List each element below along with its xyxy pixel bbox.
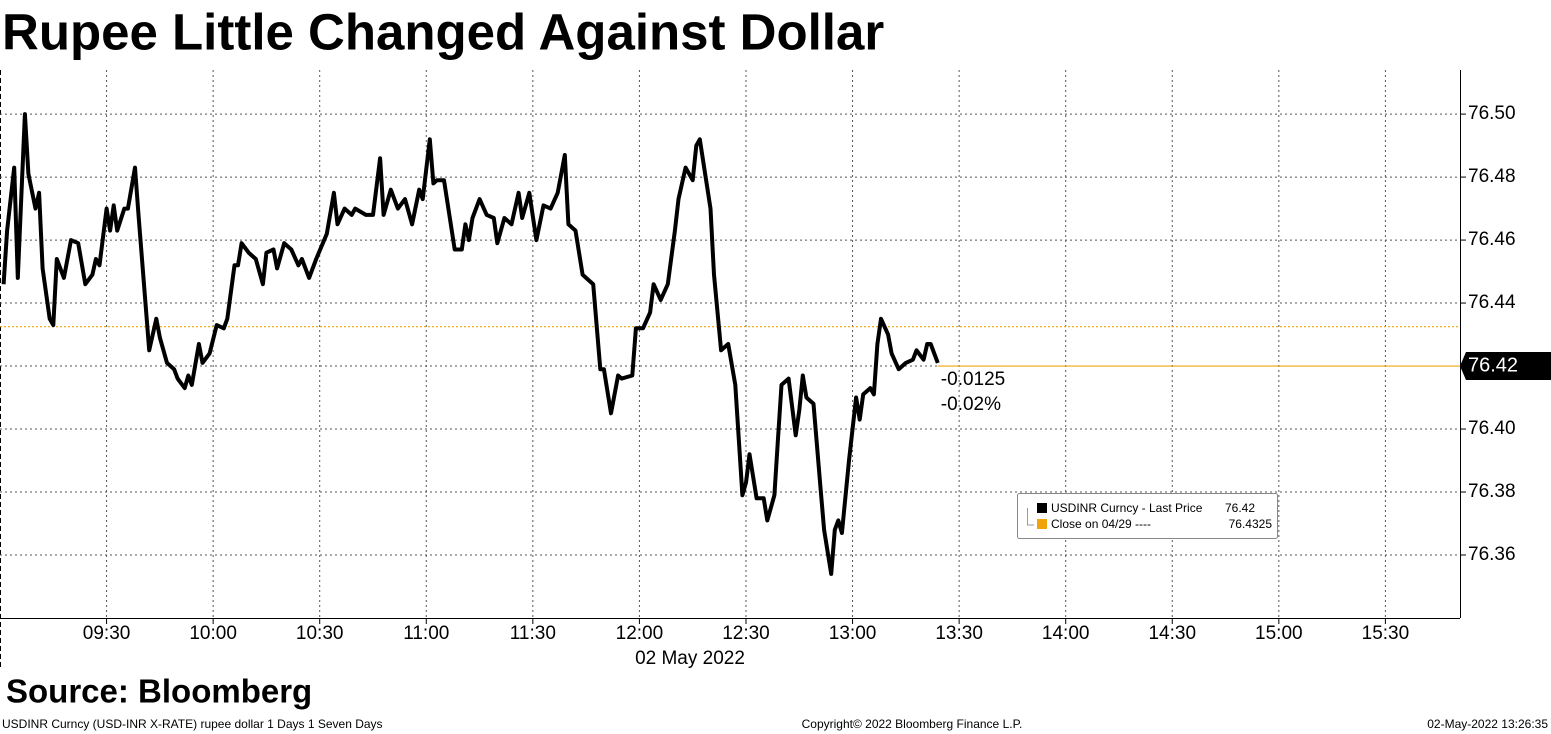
- legend-tree: [1027, 508, 1034, 526]
- legend-box: [1017, 493, 1278, 539]
- x-tick-label: 11:00: [403, 623, 449, 644]
- x-tick-label: 13:00: [829, 623, 877, 644]
- x-tick-label: 10:30: [296, 623, 344, 644]
- x-tick-label: 12:30: [722, 623, 770, 644]
- last-price-label: 76.42: [1468, 354, 1518, 376]
- y-tick-label: 76.38: [1468, 481, 1516, 502]
- y-tick-label: 76.40: [1468, 418, 1516, 439]
- x-tick-label: 15:30: [1362, 623, 1410, 644]
- footer-left: USDINR Curncy (USD-INR X-RATE) rupee dol…: [2, 717, 383, 731]
- change-label: -0.0125: [941, 369, 1005, 390]
- x-tick-label: 10:00: [189, 623, 237, 644]
- footer-right: 02-May-2022 13:26:35: [1427, 717, 1548, 731]
- x-tick-label: 09:30: [83, 623, 131, 644]
- source: Source: Bloomberg: [6, 673, 312, 710]
- x-tick-label: 13:30: [935, 623, 983, 644]
- x-tick-label: 15:00: [1255, 623, 1303, 644]
- legend-swatch: [1037, 519, 1047, 529]
- y-tick-label: 76.36: [1468, 544, 1516, 565]
- legend-swatch: [1037, 503, 1047, 513]
- x-tick-label: 12:00: [616, 623, 664, 644]
- last-price-box: [1460, 352, 1551, 381]
- legend-value: 76.42: [1225, 501, 1255, 515]
- x-axis-label: 02 May 2022: [635, 648, 745, 669]
- legend-label: USDINR Curncy - Last Price: [1051, 501, 1203, 515]
- chart-title: Rupee Little Changed Against Dollar: [2, 3, 884, 60]
- legend: USDINR Curncy - Last Price 76.42 Close on …: [1017, 493, 1278, 539]
- legend-label: Close on 04/29 ----: [1051, 517, 1151, 531]
- x-tick-label: 14:00: [1042, 623, 1090, 644]
- y-tick-label: 76.44: [1468, 292, 1516, 313]
- x-tick-label: 11:30: [510, 623, 556, 644]
- x-tick-label: 14:30: [1148, 623, 1196, 644]
- y-tick-label: 76.46: [1468, 229, 1516, 250]
- y-tick-label: 76.48: [1468, 166, 1516, 187]
- legend-value: 76.4325: [1229, 517, 1273, 531]
- y-tick-label: 76.50: [1468, 103, 1516, 124]
- price-line: [1, 112, 940, 576]
- footer-center: Copyright© 2022 Bloomberg Finance L.P.: [802, 717, 1023, 731]
- change-pct-label: -0.02%: [941, 394, 1001, 415]
